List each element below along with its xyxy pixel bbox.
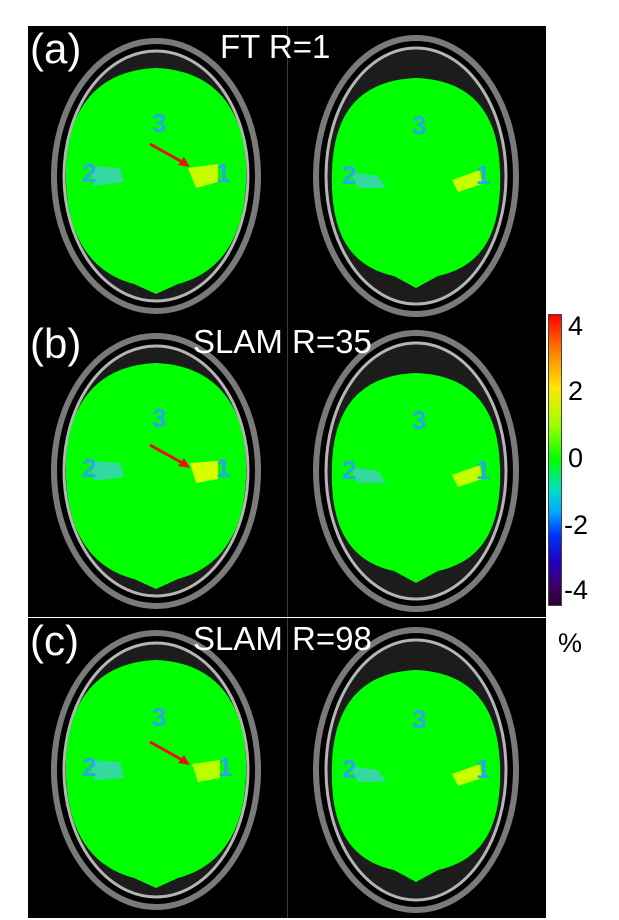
panel-divider <box>287 26 288 322</box>
roi-label-2: 2 <box>82 158 97 188</box>
panel-letter: (c) <box>30 618 79 664</box>
colorbar-unit: % <box>558 628 583 658</box>
panel-b: 1 2 3 1 2 3 (b) SLAM R=35 <box>28 321 546 617</box>
roi-label-3: 3 <box>412 704 427 734</box>
roi-label-1: 1 <box>476 455 491 485</box>
brain-slice-left-b: 1 2 3 <box>28 321 287 617</box>
roi-label-1: 1 <box>216 453 231 483</box>
colorbar-tick: -2 <box>564 510 589 540</box>
roi-label-3: 3 <box>152 403 167 433</box>
brain-image-right-a <box>313 35 519 317</box>
brain-slice-left-c: 1 2 3 <box>28 618 287 918</box>
colorbar-tick: -4 <box>564 575 589 605</box>
brain-image-left-a <box>51 38 261 314</box>
panel-letter: (a) <box>30 26 82 72</box>
roi-label-2: 2 <box>82 752 97 782</box>
brain-image-left-b <box>51 333 261 609</box>
brain-image-right-c <box>313 627 519 913</box>
roi-label-1: 1 <box>476 160 491 190</box>
colorbar <box>548 314 562 606</box>
brain-slice-right-c: 1 2 3 <box>288 618 546 918</box>
colorbar-tick: 4 <box>568 311 584 341</box>
panel-divider <box>287 321 288 617</box>
panel-title: SLAM R=35 <box>193 323 372 360</box>
roi-label-3: 3 <box>152 702 167 732</box>
panel-a: 1 2 3 1 2 3 (a) FT R=1 <box>28 26 546 322</box>
brain-slice-left-a: 1 2 3 <box>28 26 287 322</box>
panel-title: FT R=1 <box>220 28 331 65</box>
roi-label-2: 2 <box>82 453 97 483</box>
roi-label-3: 3 <box>412 405 427 435</box>
roi-label-2: 2 <box>342 754 357 784</box>
roi-label-3: 3 <box>412 110 427 140</box>
roi-label-2: 2 <box>342 455 357 485</box>
brain-slice-right-b: 1 2 3 <box>288 321 546 617</box>
roi-label-3: 3 <box>152 108 167 138</box>
roi-label-1: 1 <box>476 754 491 784</box>
brain-image-left-c <box>51 630 261 910</box>
panel-title: SLAM R=98 <box>193 620 372 657</box>
panel-divider <box>287 618 288 918</box>
panel-c: 1 2 3 1 2 3 (c) SLAM R=98 <box>28 618 546 918</box>
brain-image-right-b <box>313 330 519 612</box>
roi-label-1: 1 <box>216 158 231 188</box>
brain-slice-right-a: 1 2 3 <box>288 26 546 322</box>
roi-label-2: 2 <box>342 160 357 190</box>
colorbar-tick: 2 <box>568 376 584 406</box>
colorbar-tick: 0 <box>568 443 584 473</box>
panel-letter: (b) <box>30 321 82 367</box>
roi-label-1: 1 <box>218 752 233 782</box>
